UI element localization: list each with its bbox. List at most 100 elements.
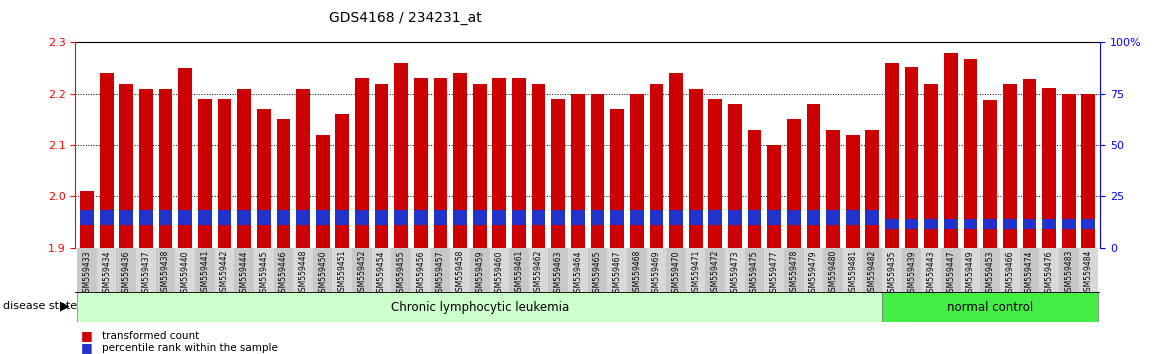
Bar [882, 292, 1098, 322]
Bar [924, 84, 938, 248]
Bar [1058, 248, 1078, 292]
Bar [882, 248, 902, 292]
Bar [981, 248, 1001, 292]
Text: GSM559457: GSM559457 [435, 250, 445, 297]
Bar [826, 130, 840, 248]
Bar [257, 210, 271, 225]
Bar [626, 248, 646, 292]
Bar [669, 73, 683, 248]
Text: ▶: ▶ [60, 300, 69, 313]
Text: GSM559456: GSM559456 [417, 250, 425, 297]
Bar [352, 248, 372, 292]
Bar [863, 248, 882, 292]
Bar [963, 59, 977, 248]
Bar [610, 210, 624, 225]
Bar [666, 248, 686, 292]
Text: GSM559480: GSM559480 [829, 250, 837, 296]
Bar [453, 210, 467, 225]
Bar [470, 248, 490, 292]
Text: GSM559449: GSM559449 [966, 250, 975, 297]
Text: GSM559450: GSM559450 [318, 250, 328, 297]
Bar [156, 248, 175, 292]
Bar [257, 109, 271, 248]
Bar [80, 210, 94, 225]
Bar [689, 210, 703, 225]
Bar [1019, 248, 1039, 292]
Bar [490, 248, 510, 292]
Bar [413, 78, 427, 248]
Bar [804, 248, 823, 292]
Bar [885, 63, 899, 248]
Bar [512, 210, 526, 225]
Bar [472, 84, 486, 248]
Text: GSM559438: GSM559438 [161, 250, 170, 296]
Bar [650, 210, 664, 225]
Text: GSM559443: GSM559443 [926, 250, 936, 297]
Bar [395, 63, 408, 248]
Bar [904, 67, 918, 248]
Bar [1023, 219, 1036, 229]
Text: GSM559444: GSM559444 [240, 250, 249, 297]
Bar [1082, 219, 1095, 229]
Text: GSM559469: GSM559469 [652, 250, 661, 297]
Bar [214, 248, 234, 292]
Bar [277, 210, 291, 225]
Bar [296, 89, 310, 248]
Text: GSM559482: GSM559482 [867, 250, 877, 296]
Bar [1062, 94, 1076, 248]
Text: GSM559468: GSM559468 [632, 250, 642, 296]
Bar [1042, 219, 1056, 229]
Bar [689, 89, 703, 248]
Bar [356, 210, 368, 225]
Bar [902, 248, 922, 292]
Bar [709, 210, 723, 225]
Bar [117, 248, 137, 292]
Bar [764, 248, 784, 292]
Text: GSM559436: GSM559436 [122, 250, 131, 297]
Bar [630, 210, 644, 225]
Text: GSM559435: GSM559435 [887, 250, 896, 297]
Text: GSM559461: GSM559461 [514, 250, 523, 296]
Bar [549, 248, 569, 292]
Bar [904, 219, 918, 229]
Bar [865, 210, 879, 225]
Bar [551, 99, 565, 248]
Bar [944, 53, 958, 248]
Text: GSM559465: GSM559465 [593, 250, 602, 297]
Bar [178, 210, 192, 225]
Bar [237, 210, 251, 225]
Bar [431, 248, 450, 292]
Bar [1101, 219, 1115, 229]
Bar [372, 248, 391, 292]
Bar [865, 130, 879, 248]
Text: GSM559478: GSM559478 [790, 250, 798, 296]
Text: GSM559474: GSM559474 [1025, 250, 1034, 297]
Bar [512, 78, 526, 248]
Bar [159, 89, 173, 248]
Bar [1003, 84, 1017, 248]
Text: ■: ■ [81, 341, 93, 354]
Text: GSM559452: GSM559452 [358, 250, 366, 296]
Text: GSM559439: GSM559439 [907, 250, 916, 297]
Bar [1023, 79, 1036, 248]
Bar [195, 248, 214, 292]
Bar [78, 248, 97, 292]
Text: GDS4168 / 234231_at: GDS4168 / 234231_at [329, 11, 482, 25]
Bar [826, 210, 840, 225]
Text: GSM559484: GSM559484 [1084, 250, 1093, 296]
Bar [1101, 108, 1115, 248]
Text: transformed count: transformed count [102, 331, 199, 341]
Bar [529, 248, 549, 292]
Text: GSM559451: GSM559451 [338, 250, 346, 296]
Bar [198, 210, 212, 225]
Bar [571, 210, 585, 225]
Bar [218, 99, 232, 248]
Text: GSM559479: GSM559479 [809, 250, 818, 297]
Bar [944, 219, 958, 229]
Text: GSM559462: GSM559462 [534, 250, 543, 296]
Bar [510, 248, 529, 292]
Bar [787, 210, 800, 225]
Bar [961, 248, 981, 292]
Bar [472, 210, 486, 225]
Bar [532, 210, 545, 225]
